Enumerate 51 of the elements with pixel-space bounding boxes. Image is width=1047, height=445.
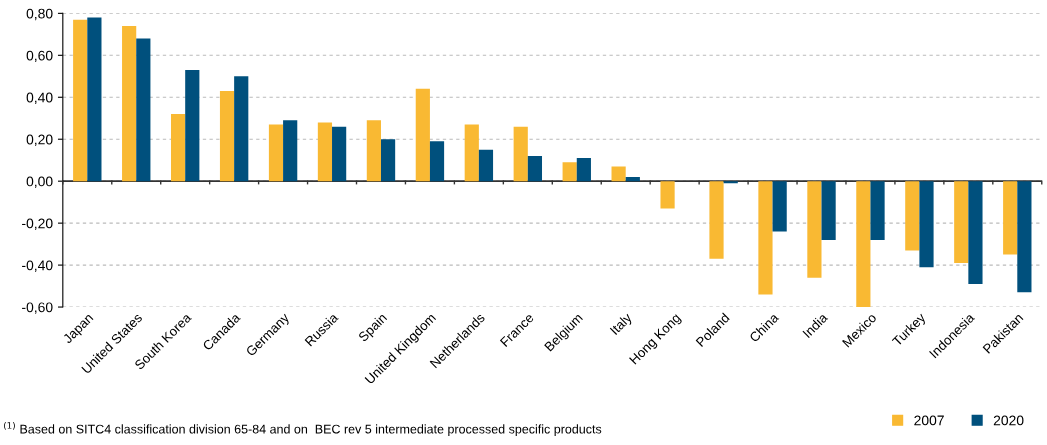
- bar: [709, 181, 724, 259]
- bar: [562, 162, 577, 182]
- bar: [527, 156, 543, 182]
- y-tick-label: -0,20: [22, 218, 53, 230]
- bar: [73, 19, 88, 182]
- bar: [380, 139, 396, 182]
- bar: [1003, 181, 1018, 255]
- bar: [185, 69, 200, 182]
- bar: [219, 90, 235, 182]
- bar: [136, 38, 151, 182]
- y-tick-label: 0,00: [26, 176, 53, 188]
- bar: [625, 176, 640, 182]
- bar: [87, 17, 102, 182]
- bar: [611, 166, 626, 182]
- y-tick-label: 0,60: [26, 50, 53, 63]
- text: $^{(1)}$ Based on SITC4 classification division 65-84 and on BEC rev 5 intermediate processed specific products: [4, 421, 602, 436]
- bar: [576, 158, 591, 182]
- y-tick-label: -0,40: [22, 260, 53, 272]
- y-tick-label: 0,80: [26, 8, 53, 21]
- bar: [821, 181, 836, 240]
- x-tick-label: Italy: [609, 311, 635, 337]
- bar: [170, 114, 186, 182]
- bar: [268, 124, 284, 182]
- bar: [919, 181, 934, 268]
- bar: [234, 76, 249, 182]
- y-tick-label: -0,60: [22, 302, 53, 314]
- bar: [317, 122, 333, 182]
- bar: [478, 149, 494, 182]
- bar: [807, 181, 822, 278]
- bar: [870, 181, 885, 240]
- bar: [513, 126, 528, 182]
- bar: [660, 181, 675, 209]
- y-tick-label: 0,20: [26, 134, 53, 147]
- bar: [856, 181, 871, 308]
- bar: [415, 88, 430, 182]
- legend-label: 2007: [914, 415, 944, 426]
- bar: [122, 25, 137, 182]
- bar: [1017, 181, 1032, 293]
- bar: [968, 181, 983, 284]
- bar: [283, 120, 298, 182]
- bar: [905, 181, 920, 251]
- bar: [772, 181, 787, 232]
- legend-label: 2020: [993, 415, 1024, 426]
- bar: [758, 181, 773, 295]
- bar: [366, 120, 381, 182]
- y-tick-label: 0,40: [26, 92, 53, 105]
- bar: [954, 181, 969, 263]
- bar: [464, 124, 479, 182]
- bar: [332, 126, 347, 182]
- bar: [723, 181, 738, 184]
- bar: [429, 141, 445, 182]
